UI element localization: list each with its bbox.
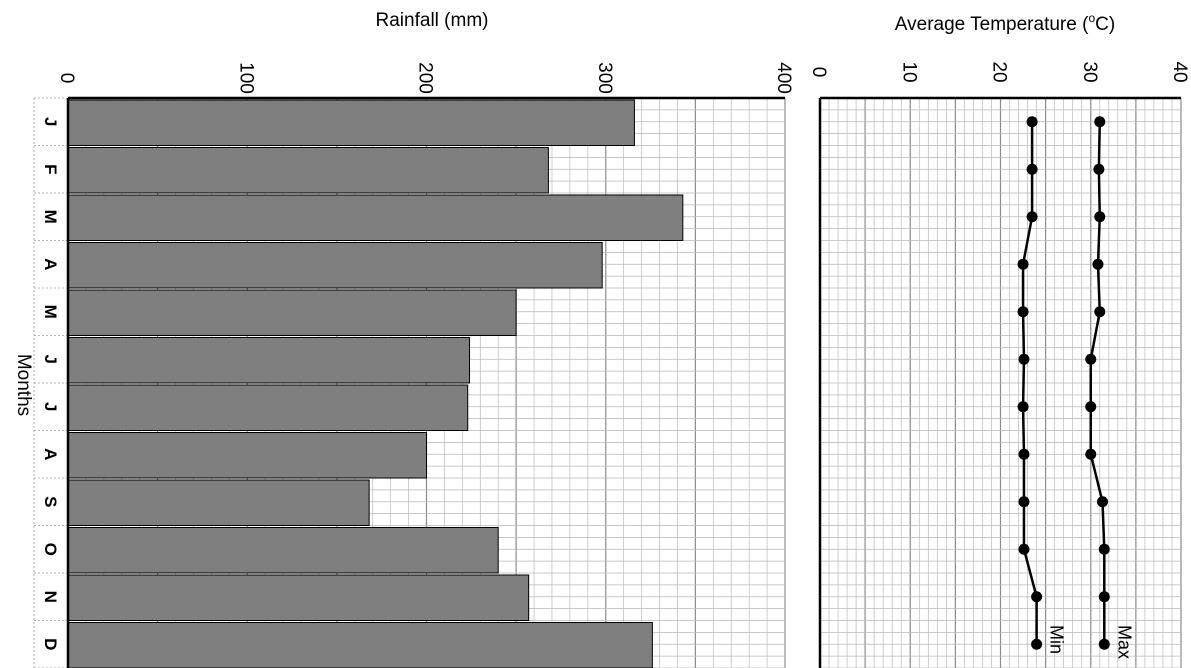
- temperature-min-point: [1017, 401, 1029, 413]
- month-label: A: [41, 258, 60, 270]
- rainfall-bar: [67, 432, 427, 479]
- temperature-tick-label: 30: [1079, 61, 1100, 82]
- rainfall-tick-labels: 0 100 200 300 400: [56, 62, 794, 94]
- temperature-min-point: [1026, 211, 1038, 223]
- rainfall-bar: [67, 622, 653, 668]
- month-label: M: [41, 305, 60, 319]
- temperature-min-point: [1031, 638, 1043, 650]
- rainfall-chart-panel: 0 100 200 300 400 Rainfall (mm): [33, 10, 794, 668]
- rainfall-bar: [67, 242, 603, 289]
- temperature-max-line: [1089, 121, 1106, 645]
- temperature-max-point: [1094, 306, 1106, 318]
- temperature-min-point: [1031, 591, 1043, 603]
- rainfall-bar: [67, 574, 530, 621]
- rainfall-tick-label: 300: [594, 62, 615, 94]
- temperature-chart-panel: 0 10 20 30 40 Min Max Average Temperature (oC…: [808, 11, 1190, 668]
- temperature-min-point: [1018, 496, 1030, 508]
- temperature-max-point: [1094, 116, 1106, 128]
- temperature-max-point: [1098, 638, 1110, 650]
- temperature-min-point: [1017, 306, 1029, 318]
- rainfall-tick-label: 0: [56, 73, 77, 84]
- temperature-min-point: [1018, 353, 1030, 365]
- month-label: J: [41, 355, 60, 364]
- rainfall-bar: [67, 479, 370, 526]
- temperature-axis-title: Average Temperature (oC): [895, 11, 1115, 35]
- temperature-max-point: [1098, 543, 1110, 555]
- month-label: A: [41, 448, 60, 460]
- temperature-min-point: [1026, 116, 1038, 128]
- month-label: N: [41, 591, 60, 603]
- rainfall-bar: [67, 384, 469, 431]
- month-label: M: [41, 210, 60, 224]
- temperature-tick-label: 0: [808, 67, 829, 78]
- month-label: F: [41, 164, 60, 174]
- rainfall-tick-label: 400: [773, 62, 794, 94]
- temperature-max-point: [1098, 591, 1110, 603]
- month-label: D: [41, 638, 60, 650]
- month-label: S: [41, 496, 60, 507]
- temperature-tick-label: 10: [898, 61, 919, 82]
- rainfall-bar: [67, 147, 549, 194]
- temperature-tick-label: 40: [1169, 61, 1190, 82]
- rainfall-axis-title: Rainfall (mm): [376, 10, 489, 31]
- rainfall-bar: [67, 337, 471, 384]
- month-category-labels: J F M A M J J A S O N D: [41, 117, 60, 650]
- month-label: J: [41, 402, 60, 411]
- temperature-tick-label: 20: [989, 61, 1010, 82]
- temperature-series: Min Max: [1017, 116, 1134, 659]
- month-label: O: [41, 543, 60, 556]
- temperature-max-point: [1094, 211, 1106, 223]
- temperature-max-label: Max: [1114, 625, 1134, 659]
- temperature-max-point: [1092, 258, 1104, 270]
- rainfall-tick-label: 100: [235, 62, 256, 94]
- temperature-grid: [819, 97, 1182, 668]
- rainfall-bar: [67, 527, 499, 574]
- rainfall-tick-label: 200: [415, 62, 436, 94]
- temperature-min-point: [1018, 448, 1030, 460]
- temperature-min-point: [1026, 163, 1038, 175]
- temperature-title-unit: C): [1095, 14, 1115, 35]
- temperature-max-point: [1085, 448, 1097, 460]
- temperature-tick-labels: 0 10 20 30 40: [808, 61, 1190, 82]
- temperature-max-point: [1085, 353, 1097, 365]
- temperature-max-point: [1093, 163, 1105, 175]
- rainfall-bars: [67, 99, 684, 668]
- month-label: J: [41, 117, 60, 126]
- temperature-title-degree: o: [1088, 11, 1095, 25]
- temperature-title-main: Average Temperature (: [895, 14, 1089, 35]
- rainfall-bar: [67, 289, 517, 336]
- temperature-min-label: Min: [1047, 625, 1067, 654]
- temperature-min-line: [1021, 121, 1038, 645]
- temperature-min-point: [1018, 543, 1030, 555]
- rainfall-bar: [67, 194, 684, 241]
- temperature-min-point: [1017, 258, 1029, 270]
- months-axis-label: Months: [13, 354, 34, 416]
- temperature-max-point: [1096, 496, 1108, 508]
- rainfall-bar: [67, 99, 635, 146]
- temperature-max-point: [1085, 401, 1097, 413]
